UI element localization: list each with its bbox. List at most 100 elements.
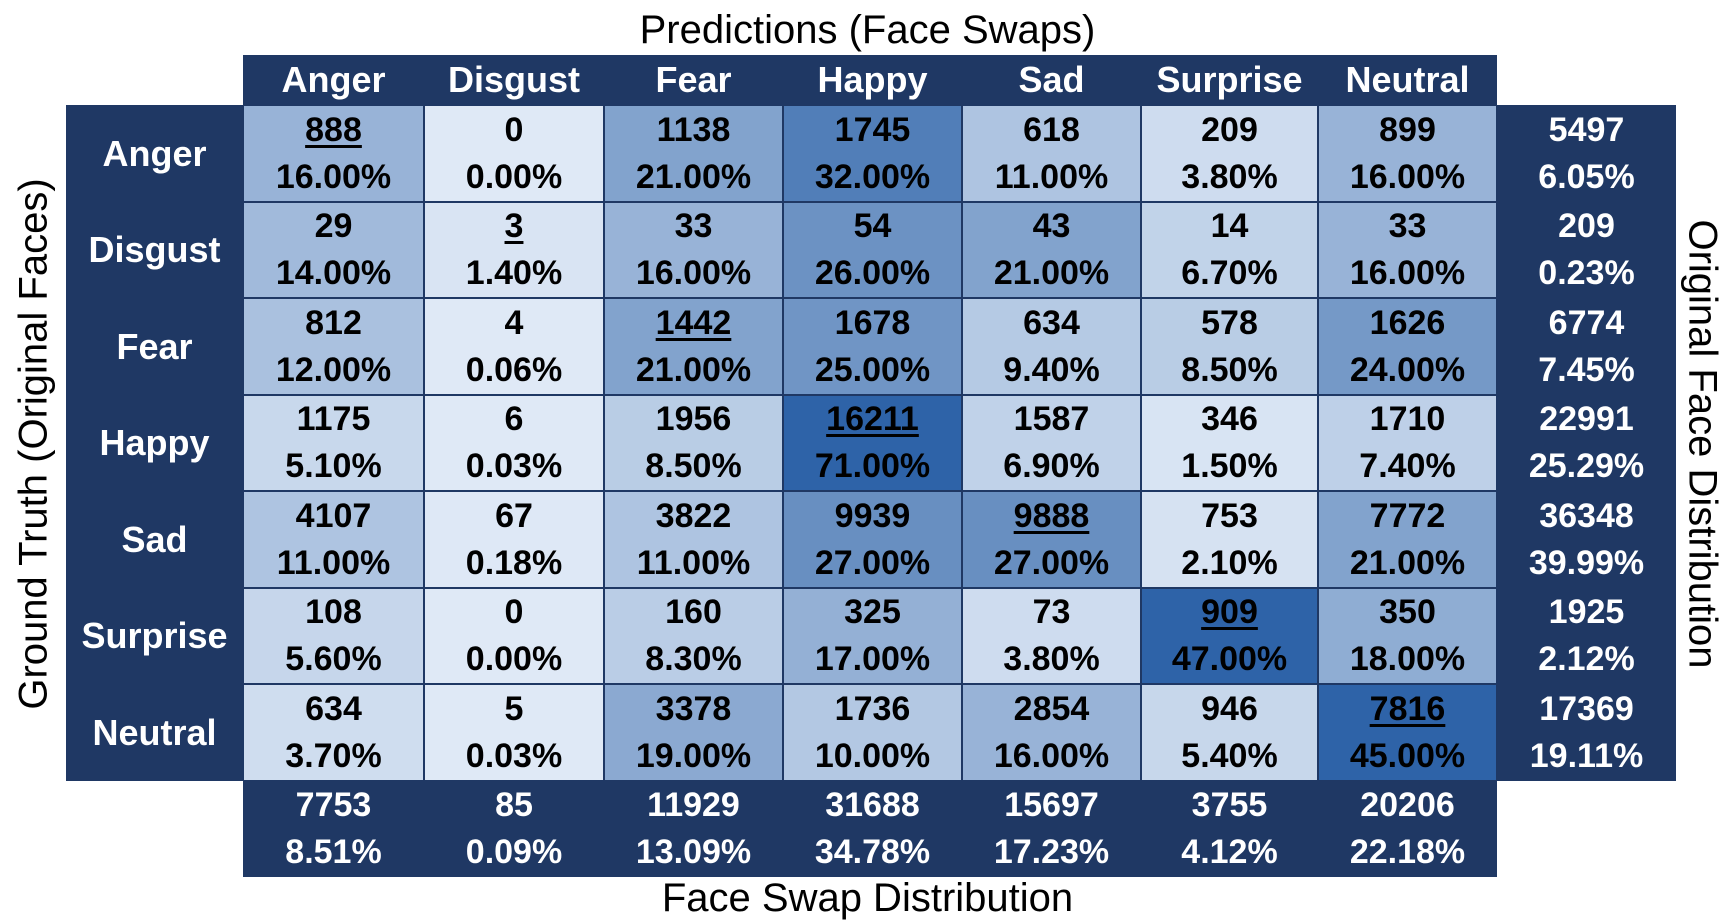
column-header-neutral: Neutral (1345, 59, 1470, 100)
cell-count: 888 (305, 110, 362, 149)
row-total-count: 1925 (1548, 593, 1625, 631)
matrix-cell: 1678 25.00% (783, 298, 962, 395)
header-band (243, 55, 1497, 105)
cell-count: 1710 (1369, 400, 1446, 438)
row-header-happy: Happy (99, 422, 210, 463)
row-total-count: 5497 (1548, 110, 1625, 149)
cell-percent: 3.70% (285, 736, 382, 775)
matrix-cell: 1587 6.90% (962, 395, 1141, 491)
cell-percent: 19.00% (635, 736, 752, 775)
cell-percent: 7.40% (1359, 447, 1456, 485)
column-total: 85 0.09% (424, 781, 604, 877)
column-total: 20206 22.18% (1318, 781, 1497, 877)
cell-percent: 0.03% (465, 736, 563, 775)
matrix-cell: 4 0.06% (424, 298, 604, 395)
matrix-cell: 812 12.00% (243, 298, 424, 395)
cell-count: 2854 (1013, 689, 1090, 728)
chart-title: Predictions (Face Swaps) (639, 8, 1096, 52)
cell-count: 43 (1032, 207, 1071, 245)
row-total: 209 0.23% (1497, 202, 1676, 298)
row-total-count: 6774 (1548, 303, 1625, 342)
matrix-cell: 578 8.50% (1141, 298, 1318, 395)
matrix-cell: 73 3.80% (962, 588, 1141, 684)
column-total: 15697 17.23% (962, 781, 1141, 877)
cell-count: 7772 (1369, 496, 1446, 535)
cell-count: 9888 (1013, 496, 1090, 535)
column-total-percent: 8.51% (285, 833, 382, 871)
cell-count: 4107 (295, 496, 372, 535)
column-total-count: 31688 (825, 786, 920, 824)
cell-count: 54 (853, 207, 892, 245)
column-header-happy: Happy (817, 59, 928, 100)
row-total-count: 22991 (1539, 400, 1634, 438)
cell-count: 3822 (655, 496, 732, 535)
column-total-count: 85 (495, 786, 533, 824)
matrix-cell: 1710 7.40% (1318, 395, 1497, 491)
cell-count: 108 (305, 593, 362, 631)
row-header-neutral: Neutral (92, 711, 217, 753)
cell-percent: 0.00% (465, 157, 563, 196)
row-total-count: 209 (1558, 207, 1615, 245)
cell-percent: 27.00% (814, 543, 931, 582)
matrix-cell: 16211 71.00% (783, 395, 962, 491)
cell-count: 3 (504, 207, 524, 245)
column-total-count: 11929 (647, 786, 740, 824)
column-total: 31688 34.78% (783, 781, 962, 877)
cell-percent: 16.00% (993, 736, 1110, 775)
cell-count: 1745 (834, 110, 911, 149)
matrix-cell: 0 0.00% (424, 105, 604, 202)
matrix-cell: 54 26.00% (783, 202, 962, 298)
matrix-cell: 14 6.70% (1141, 202, 1318, 298)
cell-percent: 9.40% (1003, 350, 1100, 389)
cell-count: 1678 (834, 303, 911, 342)
row-total: 17369 19.11% (1497, 684, 1676, 781)
row-header-anger: Anger (102, 132, 207, 174)
cell-percent: 21.00% (1349, 543, 1466, 582)
matrix-cell: 1736 10.00% (783, 684, 962, 781)
matrix-cell: 3 1.40% (424, 202, 604, 298)
column-total-count: 7753 (295, 786, 372, 824)
cell-count: 1442 (655, 303, 732, 342)
cell-count: 1956 (655, 400, 732, 438)
matrix-cell: 43 21.00% (962, 202, 1141, 298)
cell-percent: 27.00% (993, 543, 1110, 582)
matrix-cell: 753 2.10% (1141, 491, 1318, 588)
cell-percent: 8.50% (1181, 350, 1278, 389)
cell-percent: 5.10% (285, 447, 382, 485)
cell-percent: 3.80% (1003, 640, 1100, 678)
matrix-cell: 634 9.40% (962, 298, 1141, 395)
cell-percent: 47.00% (1171, 640, 1288, 678)
cell-count: 73 (1032, 593, 1071, 631)
cell-percent: 21.00% (993, 254, 1110, 292)
column-header-fear: Fear (655, 59, 732, 100)
cell-percent: 71.00% (814, 447, 931, 485)
row-total-count: 36348 (1539, 496, 1634, 535)
cell-count: 325 (844, 593, 901, 631)
column-total-count: 3755 (1191, 786, 1268, 824)
matrix-cell: 325 17.00% (783, 588, 962, 684)
row-total-percent: 0.23% (1538, 254, 1635, 292)
cell-count: 618 (1023, 110, 1080, 149)
cell-count: 1587 (1013, 400, 1090, 438)
matrix-cell: 1745 32.00% (783, 105, 962, 202)
cell-percent: 5.60% (285, 640, 382, 678)
cell-count: 1626 (1369, 303, 1446, 342)
matrix-cell: 350 18.00% (1318, 588, 1497, 684)
column-total-percent: 0.09% (465, 833, 563, 871)
matrix-cell: 1956 8.50% (604, 395, 783, 491)
column-total: 11929 13.09% (604, 781, 783, 877)
cell-percent: 21.00% (635, 157, 752, 196)
cell-percent: 18.00% (1349, 640, 1466, 678)
row-total-percent: 39.99% (1528, 543, 1645, 582)
cell-count: 16211 (826, 400, 919, 438)
cell-count: 946 (1201, 689, 1258, 728)
matrix-cell: 1175 5.10% (243, 395, 424, 491)
cell-count: 209 (1201, 110, 1258, 149)
cell-count: 1175 (296, 400, 371, 438)
cell-percent: 16.00% (1349, 157, 1466, 196)
row-header-disgust: Disgust (88, 229, 221, 270)
cell-count: 33 (1388, 207, 1427, 245)
cell-percent: 21.00% (635, 350, 752, 389)
row-total: 6774 7.45% (1497, 298, 1676, 395)
